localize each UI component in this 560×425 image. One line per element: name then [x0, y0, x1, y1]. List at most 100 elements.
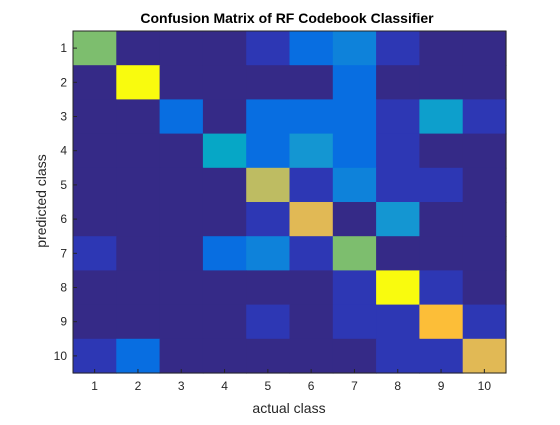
heatmap-cell — [462, 270, 507, 306]
heatmap-cell — [159, 236, 204, 271]
heatmap-cell — [462, 133, 507, 169]
heatmap-cell — [116, 304, 161, 340]
y-tick-label: 8 — [60, 281, 67, 295]
heatmap-cell — [376, 202, 420, 237]
heatmap-cell — [73, 304, 117, 340]
heatmap-cell — [159, 99, 204, 135]
heatmap-cell — [202, 133, 247, 169]
heatmap-cell — [159, 270, 204, 306]
heatmap-cell — [73, 99, 117, 135]
heatmap-cell — [419, 31, 464, 66]
heatmap-cell — [246, 304, 291, 340]
heatmap-cell — [246, 338, 291, 374]
heatmap-cell — [419, 202, 464, 237]
heatmap-cell — [116, 202, 161, 237]
heatmap-cell — [159, 304, 204, 340]
y-tick-label: 3 — [60, 110, 67, 124]
heatmap-cell — [289, 133, 334, 169]
heatmap-cell — [73, 167, 117, 203]
heatmap-cell — [202, 304, 247, 340]
y-tick-label: 2 — [60, 75, 67, 89]
heatmap-cell — [73, 236, 117, 271]
heatmap-cell — [202, 99, 247, 135]
heatmap-cell — [332, 304, 377, 340]
heatmap-cell — [246, 236, 291, 271]
heatmap-cell — [376, 65, 420, 100]
x-tick-label: 7 — [351, 379, 358, 393]
heatmap-cell — [332, 202, 377, 237]
x-tick-label: 1 — [91, 379, 98, 393]
heatmap-cell — [246, 202, 291, 237]
heatmap-cell — [159, 338, 204, 374]
heatmap-cell — [73, 31, 117, 66]
heatmap-cell — [159, 31, 204, 66]
heatmap-cell — [289, 338, 334, 374]
heatmap-cell — [202, 270, 247, 306]
y-tick-label: 6 — [60, 212, 67, 226]
heatmap-cell — [159, 202, 204, 237]
heatmap-cell — [419, 338, 464, 374]
heatmap-cell — [289, 270, 334, 306]
heatmap-cell — [289, 236, 334, 271]
heatmap-cell — [202, 65, 247, 100]
x-tick-label: 5 — [265, 379, 272, 393]
heatmap-cell — [332, 31, 377, 66]
heatmap-cell — [376, 304, 420, 340]
heatmap-cell — [246, 31, 291, 66]
heatmap-cell — [159, 133, 204, 169]
x-tick-label: 8 — [394, 379, 401, 393]
heatmap-cell — [246, 99, 291, 135]
heatmap-cell — [462, 338, 507, 374]
heatmap-cell — [116, 133, 161, 169]
heatmap-cell — [419, 270, 464, 306]
heatmap-cell — [462, 236, 507, 271]
heatmap-cell — [202, 31, 247, 66]
heatmap-cell — [332, 133, 377, 169]
x-tick-label: 9 — [438, 379, 445, 393]
heatmap-cell — [419, 304, 464, 340]
heatmap-cell — [332, 338, 377, 374]
heatmap-cell — [116, 236, 161, 271]
x-tick-label: 4 — [221, 379, 228, 393]
x-axis-ticks: 1 2 3 4 5 6 7 8 9 10 — [91, 369, 491, 393]
heatmap-cell — [289, 31, 334, 66]
heatmap-cell — [246, 270, 291, 306]
heatmap-cell — [289, 304, 334, 340]
heatmap-cell — [462, 167, 507, 203]
y-axis-label: predicted class — [33, 154, 49, 247]
heatmap-cell — [73, 133, 117, 169]
heatmap-cell — [462, 99, 507, 135]
heatmap-cell — [332, 65, 377, 100]
y-tick-label: 5 — [60, 178, 67, 192]
heatmap-cell — [332, 236, 377, 271]
x-tick-label: 6 — [308, 379, 315, 393]
heatmap-cell — [246, 167, 291, 203]
y-tick-label: 7 — [60, 246, 67, 260]
heatmap-cells — [73, 31, 507, 374]
heatmap-cell — [159, 65, 204, 100]
heatmap-cell — [462, 304, 507, 340]
heatmap-cell — [419, 236, 464, 271]
x-tick-label: 2 — [135, 379, 142, 393]
heatmap-cell — [202, 202, 247, 237]
heatmap-cell — [116, 31, 161, 66]
x-axis-label: actual class — [252, 400, 325, 416]
x-tick-label: 10 — [478, 379, 492, 393]
y-tick-label: 10 — [54, 349, 68, 363]
heatmap-cell — [376, 236, 420, 271]
heatmap-cell — [116, 99, 161, 135]
heatmap-cell — [289, 202, 334, 237]
heatmap-cell — [332, 167, 377, 203]
plot-frame — [72, 30, 507, 374]
heatmap-cell — [202, 167, 247, 203]
heatmap-cell — [289, 99, 334, 135]
heatmap-cell — [289, 65, 334, 100]
heatmap-cell — [462, 65, 507, 100]
heatmap-cell — [159, 167, 204, 203]
heatmap-cell — [419, 167, 464, 203]
heatmap-cell — [462, 202, 507, 237]
heatmap-cell — [462, 31, 507, 66]
heatmap-cell — [116, 65, 161, 100]
heatmap-cell — [202, 236, 247, 271]
